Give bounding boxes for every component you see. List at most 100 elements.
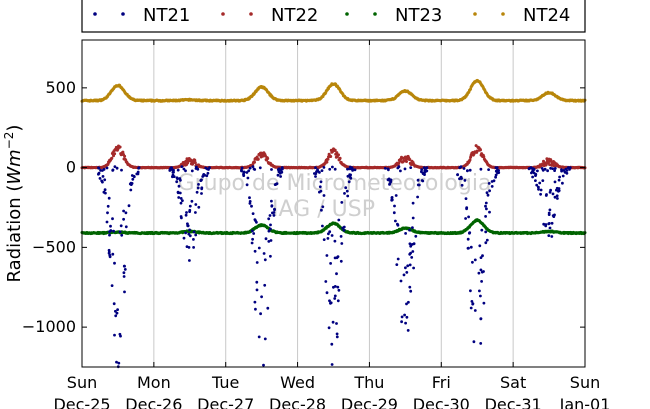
point-nt21 [353, 168, 357, 172]
legend-entry-nt24: NT24 [473, 5, 570, 26]
point-nt21 [343, 192, 346, 195]
point-nt21 [337, 288, 341, 292]
point-nt21 [110, 284, 114, 287]
point-nt21 [486, 193, 490, 197]
point-nt21 [340, 242, 344, 245]
point-nt21 [553, 180, 557, 184]
point-nt21 [466, 169, 469, 173]
point-nt21 [122, 271, 126, 275]
point-nt21 [485, 191, 489, 195]
point-nt21 [273, 207, 276, 211]
point-nt21 [479, 342, 483, 345]
point-nt21 [99, 169, 102, 172]
point-nt21 [122, 264, 126, 268]
point-nt21 [131, 177, 135, 181]
point-nt22 [482, 155, 486, 159]
point-nt22 [479, 148, 482, 152]
point-nt21 [494, 173, 498, 177]
grid-lines [153, 40, 514, 367]
point-nt21 [268, 214, 272, 217]
legend-items: NT21 NT22 NT23 NT24 [93, 5, 570, 26]
point-nt21 [120, 168, 123, 172]
point-nt21 [488, 189, 491, 193]
point-nt21 [386, 167, 390, 171]
point-nt21 [342, 228, 346, 232]
point-nt21 [538, 181, 542, 185]
point-nt21 [197, 205, 201, 209]
point-nt21 [479, 294, 482, 298]
point-nt21 [272, 214, 276, 217]
point-nt21 [329, 301, 333, 305]
point-nt21 [242, 174, 246, 178]
point-nt21 [111, 169, 115, 172]
point-nt21 [388, 179, 391, 182]
point-nt21 [185, 211, 188, 214]
legend-entry-nt22: NT22 [221, 5, 318, 26]
point-nt21 [494, 175, 497, 179]
point-nt21 [416, 195, 419, 199]
legend-label: NT23 [395, 5, 442, 26]
point-nt21 [251, 165, 255, 169]
point-nt21 [330, 342, 334, 346]
point-nt21 [488, 210, 491, 214]
point-nt21 [540, 167, 544, 170]
point-nt21 [330, 234, 334, 237]
point-nt21 [468, 231, 472, 235]
point-nt21 [403, 313, 406, 317]
point-nt21 [479, 167, 483, 171]
point-nt21 [412, 266, 415, 270]
point-nt21 [328, 167, 332, 171]
point-nt21 [251, 229, 254, 233]
point-nt21 [184, 169, 187, 173]
point-nt21 [562, 169, 566, 172]
point-nt21 [539, 188, 543, 192]
watermark: Grupo de Micrometeorologia IAG / USP [178, 171, 492, 222]
point-nt21 [130, 182, 134, 185]
point-nt21 [124, 211, 128, 215]
x-tick-label-day: Tue [211, 373, 239, 392]
point-nt21 [115, 311, 119, 315]
point-nt21 [267, 217, 271, 221]
point-nt21 [124, 225, 128, 229]
x-tick-label-date: Dec-26 [125, 395, 182, 409]
point-nt21 [535, 183, 539, 187]
point-nt21 [534, 172, 538, 176]
point-nt21 [532, 168, 536, 171]
x-tick-label-date: Dec-25 [53, 395, 110, 409]
point-nt21 [200, 192, 203, 195]
point-nt21 [466, 246, 470, 250]
point-nt21 [420, 170, 423, 174]
point-nt21 [263, 258, 267, 262]
point-nt21 [270, 168, 273, 171]
point-nt21 [497, 169, 500, 172]
point-nt21 [255, 280, 259, 284]
point-nt21 [405, 271, 409, 274]
legend-marker [221, 12, 225, 16]
point-nt21 [416, 178, 420, 182]
y-tick-label: −500 [32, 237, 76, 256]
point-nt21 [206, 171, 210, 175]
point-nt21 [252, 232, 256, 235]
point-nt21 [276, 173, 280, 177]
point-nt21 [556, 197, 559, 200]
point-nt21 [105, 166, 109, 170]
point-nt21 [402, 273, 406, 277]
point-nt21 [531, 175, 534, 179]
point-nt21 [190, 169, 194, 173]
point-nt21 [195, 165, 198, 169]
point-nt21 [322, 194, 326, 197]
point-nt21 [253, 249, 257, 253]
point-nt21 [347, 180, 351, 184]
point-nt21 [194, 233, 198, 237]
point-nt21 [333, 297, 337, 300]
point-nt21 [348, 165, 352, 169]
point-nt21 [411, 216, 415, 220]
point-nt21 [188, 208, 192, 212]
point-nt21 [266, 306, 270, 310]
point-nt21 [187, 246, 191, 249]
point-nt21 [531, 170, 534, 174]
point-nt21 [482, 301, 486, 305]
legend-marker [373, 12, 377, 16]
point-nt21 [480, 270, 484, 274]
legend-box [81, 0, 586, 33]
